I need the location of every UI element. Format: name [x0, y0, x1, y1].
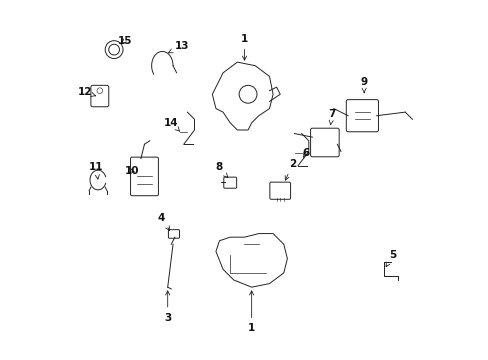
Text: 6: 6 [302, 148, 309, 158]
Text: 2: 2 [285, 159, 296, 180]
Text: 3: 3 [164, 291, 171, 323]
Text: 7: 7 [327, 109, 335, 125]
Text: 5: 5 [385, 250, 396, 267]
Text: 15: 15 [117, 36, 132, 46]
Text: 1: 1 [241, 34, 247, 60]
Text: 9: 9 [360, 77, 367, 93]
Text: 11: 11 [89, 162, 103, 179]
Text: 8: 8 [215, 162, 227, 177]
Text: 14: 14 [163, 118, 179, 131]
Text: 13: 13 [168, 41, 189, 53]
Text: 10: 10 [124, 166, 139, 176]
Text: 1: 1 [247, 291, 255, 333]
Text: 4: 4 [158, 212, 169, 230]
Text: 12: 12 [78, 87, 96, 98]
